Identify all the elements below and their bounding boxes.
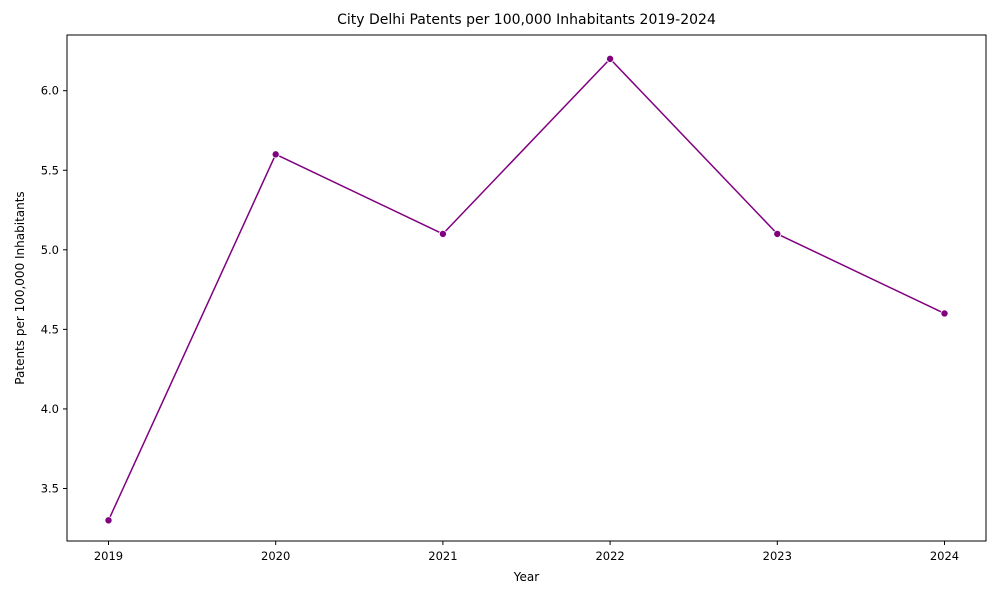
x-axis: 2019 2020 2021 2022 2023 2024	[94, 541, 959, 563]
data-point	[941, 310, 948, 317]
y-tick-label: 4.0	[41, 402, 59, 416]
y-axis-label: Patents per 100,000 Inhabitants	[13, 191, 27, 384]
y-tick-label: 5.5	[41, 163, 59, 177]
x-axis-label: Year	[513, 570, 539, 584]
y-tick-label: 4.5	[41, 322, 59, 336]
data-point	[607, 55, 614, 62]
y-tick-label: 3.5	[41, 481, 59, 495]
chart-title: City Delhi Patents per 100,000 Inhabitan…	[337, 12, 716, 28]
x-tick-label: 2021	[428, 549, 457, 563]
y-tick-label: 6.0	[41, 84, 59, 98]
data-point	[774, 230, 781, 237]
x-tick-label: 2024	[930, 549, 959, 563]
data-point	[272, 151, 279, 158]
series-layer	[105, 55, 948, 524]
x-tick-label: 2019	[94, 549, 123, 563]
x-tick-label: 2020	[261, 549, 290, 563]
series-line	[109, 59, 945, 520]
y-axis: 3.5 4.0 4.5 5.0 5.5 6.0	[41, 84, 67, 496]
data-point	[105, 517, 112, 524]
plot-area: 2019 2020 2021 2022 2023 2024 3.5 4.0 4.5 5.0 5.5…	[41, 35, 986, 563]
plot-frame	[67, 35, 986, 541]
x-tick-label: 2022	[595, 549, 624, 563]
data-point	[439, 230, 446, 237]
x-tick-label: 2023	[763, 549, 792, 563]
y-tick-label: 5.0	[41, 243, 59, 257]
